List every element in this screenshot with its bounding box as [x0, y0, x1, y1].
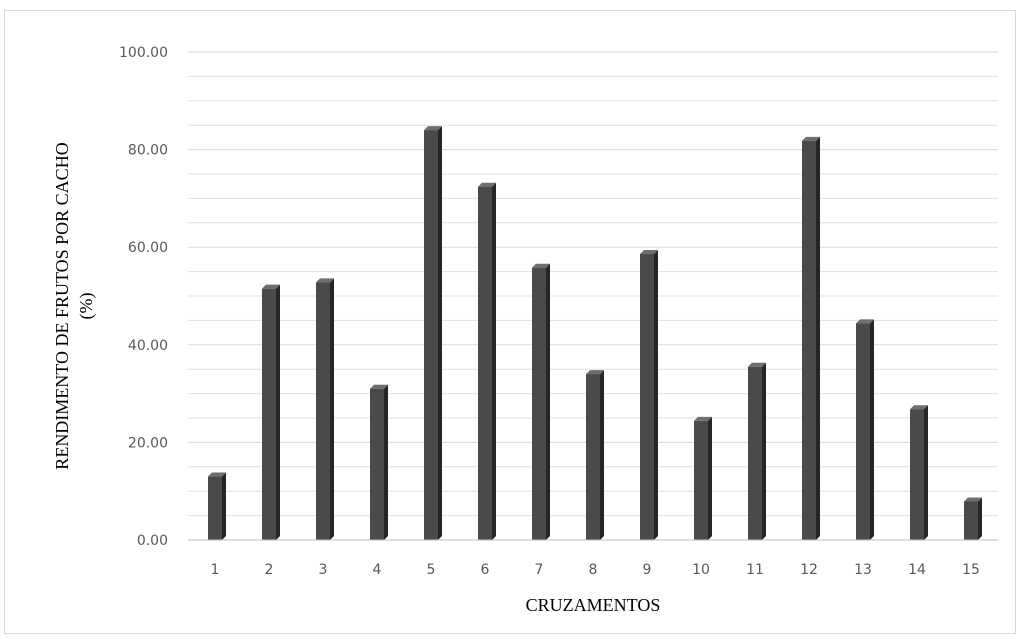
x-tick-label: 9	[643, 562, 652, 578]
bar-top	[748, 362, 766, 367]
x-tick-label: 3	[319, 562, 328, 578]
bar-side	[870, 319, 874, 540]
bar	[964, 497, 982, 540]
bar-front	[208, 476, 222, 540]
bar-top	[532, 263, 550, 268]
y-tick-label: 20.00	[128, 435, 168, 451]
bar-top	[424, 126, 442, 131]
bar-side	[762, 362, 766, 540]
x-tick-label: 10	[692, 562, 710, 578]
bar-side	[924, 405, 928, 540]
bar-top	[856, 319, 874, 324]
bar	[208, 472, 226, 540]
bar	[856, 319, 874, 540]
bar	[316, 278, 334, 540]
bar-side	[276, 284, 280, 540]
bar-side	[222, 472, 226, 540]
bar-front	[370, 388, 384, 540]
bar	[370, 384, 388, 540]
bar	[910, 405, 928, 540]
bar	[640, 250, 658, 541]
bar-top	[910, 405, 928, 410]
x-axis-title: CRUZAMENTOS	[526, 595, 661, 615]
bar-front	[262, 288, 276, 540]
y-tick-label: 80.00	[128, 143, 168, 159]
y-axis-title-line-1: RENDIMENTO DE FRUTOS POR CACHO	[52, 142, 72, 469]
x-axis-ticks: 1 2 3 4 5 6 7 8 9 10 11 12 13 14 15	[211, 562, 980, 578]
bar-top	[694, 416, 712, 421]
y-axis-title-line-2: (%)	[76, 293, 97, 320]
bar-front	[694, 420, 708, 540]
chart-frame	[4, 10, 1016, 634]
x-tick-label: 1	[211, 562, 220, 578]
bar-top	[964, 497, 982, 502]
bar-side	[708, 416, 712, 540]
x-tick-label: 11	[746, 562, 764, 578]
y-axis-ticks: 0.00 20.00 40.00 60.00 80.00 100.00	[119, 45, 168, 549]
bar	[532, 263, 550, 540]
bar-front	[964, 501, 978, 540]
y-tick-label: 100.00	[119, 45, 168, 61]
bar-front	[316, 282, 330, 540]
bar	[694, 416, 712, 540]
x-tick-label: 5	[427, 562, 436, 578]
bar-side	[492, 182, 496, 541]
bars	[208, 126, 982, 541]
bar-top	[640, 250, 658, 255]
x-tick-label: 2	[265, 562, 274, 578]
bar	[424, 126, 442, 540]
bar-side	[816, 136, 820, 541]
bar-top	[262, 284, 280, 289]
bar-front	[586, 374, 600, 540]
bar-top	[586, 370, 604, 375]
bar-side	[546, 263, 550, 540]
bar	[478, 182, 496, 541]
x-tick-label: 7	[535, 562, 544, 578]
bar-front	[748, 366, 762, 540]
bar-top	[208, 472, 226, 477]
x-tick-label: 13	[854, 562, 872, 578]
bar-top	[478, 182, 496, 187]
bar-front	[478, 186, 492, 541]
bar-side	[438, 126, 442, 540]
x-tick-label: 4	[373, 562, 382, 578]
y-tick-label: 0.00	[137, 533, 168, 549]
bar-side	[978, 497, 982, 540]
bar	[748, 362, 766, 540]
bar	[262, 284, 280, 540]
bar-side	[654, 250, 658, 541]
bar-front	[856, 323, 870, 540]
bar-front	[910, 409, 924, 540]
x-tick-label: 12	[800, 562, 818, 578]
bar-top	[370, 384, 388, 389]
bar-front	[532, 267, 546, 540]
x-tick-label: 6	[481, 562, 490, 578]
bar-top	[316, 278, 334, 283]
bar	[802, 136, 820, 541]
bar-front	[640, 254, 654, 541]
bar-side	[600, 370, 604, 540]
y-tick-label: 60.00	[128, 240, 168, 256]
bar-front	[424, 130, 438, 540]
bar-front	[802, 140, 816, 541]
bar-top	[802, 136, 820, 141]
x-tick-label: 8	[589, 562, 598, 578]
x-tick-label: 14	[908, 562, 926, 578]
bar	[586, 370, 604, 540]
y-tick-label: 40.00	[128, 338, 168, 354]
bar-side	[384, 384, 388, 540]
bar-side	[330, 278, 334, 540]
x-tick-label: 15	[962, 562, 980, 578]
